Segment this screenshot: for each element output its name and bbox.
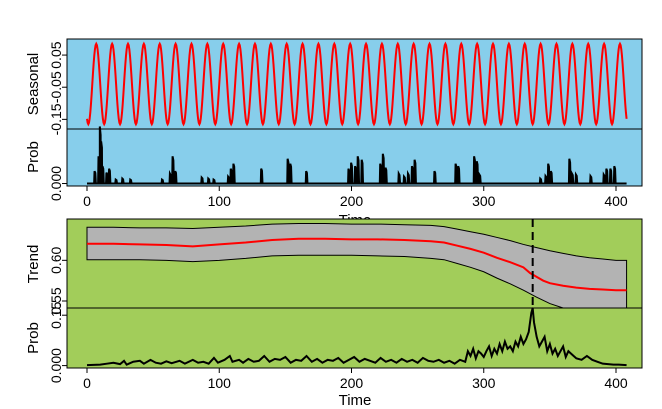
panel-trend-ylabel: Trend [25,245,42,284]
bottom-x-axis-label: Time [339,392,372,409]
panel-trend-yaxis: 0.60 0.55 [48,246,67,315]
x-tick-label: 100 [208,375,232,391]
trend-line [87,237,627,292]
bottom-x-axis: 0 100 200 300 400 [83,368,628,391]
trend-prob-line [86,307,627,367]
x-tick-label: 300 [472,375,496,391]
x-tick-label: 0 [83,193,91,209]
x-tick-label: 0 [83,375,91,391]
y-tick-label: 0.60 [48,246,64,273]
x-tick-label: 100 [208,193,232,209]
y-tick-label: -0.15 [48,103,64,135]
seasonal-line [86,41,628,127]
y-tick-label: -0.05 [48,71,64,103]
panel-seasonal: -0.15-0.05 0.05 Seasonal [25,38,643,135]
panel-trend-prob-yaxis: 0.000 0.15 [48,301,67,383]
panel-seasonal-prob-series [87,126,627,185]
x-tick-label: 400 [604,193,628,209]
panel-trend-prob: 0.000 0.15 Prob [25,301,643,383]
panel-seasonal-ylabel: Seasonal [25,53,42,116]
panel-trend: 0.60 0.55 Trend [25,218,643,322]
panel-seasonal-prob-ylabel: Prob [25,141,42,173]
panel-trend-prob-ylabel: Prob [25,322,42,354]
panel-trend-prob-series [86,307,627,367]
panel-seasonal-yaxis: -0.15-0.05 0.05 [48,41,67,135]
panel-trend-prob-background [66,307,643,369]
y-tick-label: 0.000 [48,166,64,201]
x-tick-label: 200 [340,375,364,391]
panel-seasonal-prob: 0.000 Prob [25,126,643,201]
y-tick-label: 0.05 [48,41,64,68]
x-tick-label: 200 [340,193,364,209]
y-tick-label: 0.15 [48,301,64,328]
x-tick-label: 300 [472,193,496,209]
seasonal-prob-line [87,126,627,185]
y-tick-label: 0.55 [48,287,64,314]
upper-x-axis: 0 100 200 300 400 [83,186,628,209]
panel-seasonal-series [86,41,628,127]
panel-seasonal-prob-yaxis: 0.000 [48,166,67,201]
x-tick-label: 400 [604,375,628,391]
y-tick-label: 0.000 [48,348,64,383]
